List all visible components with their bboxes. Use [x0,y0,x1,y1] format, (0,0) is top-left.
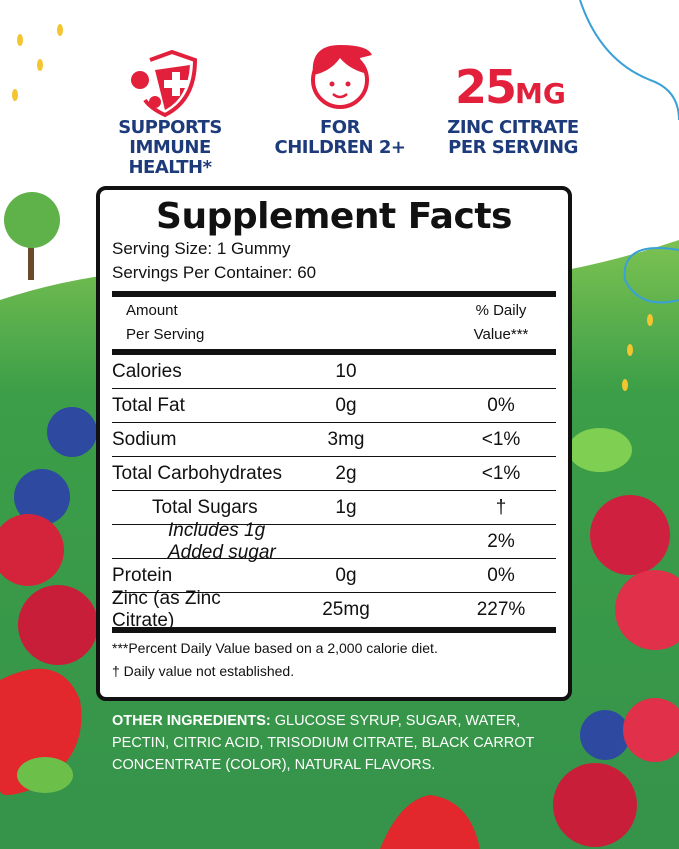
ingredients-label: OTHER INGREDIENTS: [112,713,271,729]
panel-title: Supplement Facts [156,196,512,237]
blueberry [14,469,70,525]
servings-per-container: Servings Per Container: 60 [112,263,317,282]
raspberry-gummy [553,763,637,847]
header-dv: % Daily [475,302,527,319]
table-row: Total Sugars 1g † [112,491,556,525]
raspberry-gummy [0,514,64,586]
amount: 10 [335,360,357,382]
shield-virus-icon [131,49,198,118]
table-row: Includes 1g Added sugar 2% [112,520,556,563]
daily-value: 227% [476,599,526,620]
raspberry-gummy [590,495,670,575]
table-row: Protein 0g 0% [112,559,556,593]
nutrient-name: Total Carbohydrates [112,462,283,484]
daily-value: 0% [487,394,515,416]
seed-dots [12,24,653,391]
zinc-amount: 25MG [455,60,566,114]
table-row: Total Carbohydrates 2g <1% [112,457,556,491]
amount: 2g [335,462,357,484]
header-amount: Per Serving [126,326,205,343]
daily-value: <1% [481,462,521,484]
table-row: Sodium 3mg <1% [112,423,556,457]
feature-line: PER SERVING [448,137,578,158]
feature-immune-health: SUPPORTS IMMUNE HEALTH* [85,118,255,178]
nutrient-name: Includes 1g Added sugar [168,519,276,563]
divider [112,349,556,355]
daily-value: <1% [481,428,521,450]
feature-line: SUPPORTS [118,117,222,138]
leaf [568,428,632,472]
amount: 0g [335,394,357,416]
feature-children: FOR CHILDREN 2+ [255,118,425,158]
nutrient-name: Zinc (as Zinc Citrate) [112,588,221,631]
blue-swirl [579,0,679,121]
strawberry [380,795,480,849]
feature-line: CHILDREN 2+ [274,137,406,158]
nutrient-name: Protein [112,564,173,586]
feature-line: IMMUNE HEALTH* [128,137,212,178]
child-face-icon [311,45,372,109]
nutrient-name: Total Fat [112,394,185,416]
other-ingredients: OTHER INGREDIENTS: GLUCOSE SYRUP, SUGAR,… [112,710,562,776]
divider [112,627,556,633]
amount: 1g [335,496,357,518]
table-row: Calories 10 [112,355,556,389]
amount-number: 25 [455,60,517,114]
ingredients-text: GLUCOSE SYRUP, SUGAR, WATER, PECTIN, CIT… [112,713,535,773]
table-row: Zinc (as Zinc Citrate) 25mg 227% [112,588,556,631]
amount: 3mg [327,428,365,450]
divider [112,291,556,297]
nutrient-name: Sodium [112,428,177,450]
table-row: Total Fat 0g 0% [112,389,556,423]
nutrient-name: Total Sugars [152,496,258,518]
blueberry [47,407,97,457]
feature-line: ZINC CITRATE [447,117,579,138]
nutrient-name: Calories [112,360,182,382]
raspberry [615,570,679,650]
amount-unit: MG [515,77,566,110]
header-amount: Amount [126,302,178,319]
feature-zinc: ZINC CITRATE PER SERVING [428,118,598,158]
daily-value: 0% [487,564,515,586]
facts-table: Calories 10 Total Fat 0g 0% Sodium 3mg <1% Total… [112,355,556,631]
footnote: † Daily value not established. [112,663,295,679]
raspberry-gummy [18,585,98,665]
tree-icon [4,192,60,280]
amount: 25mg [322,599,370,620]
header-dv: Value*** [473,326,529,343]
supplement-facts-panel: Supplement Facts Serving Size: 1 Gummy S… [96,186,572,701]
footnote: ***Percent Daily Value based on a 2,000 … [112,640,438,656]
feature-line: FOR [320,117,360,138]
amount: 0g [335,564,357,586]
leaf [17,757,73,793]
daily-value: † [495,496,507,518]
serving-size: Serving Size: 1 Gummy [112,239,291,258]
raspberry [623,698,679,762]
daily-value: 2% [487,530,515,552]
blueberry [580,710,630,760]
column-headers: Amount Per Serving % Daily Value*** [112,297,556,349]
